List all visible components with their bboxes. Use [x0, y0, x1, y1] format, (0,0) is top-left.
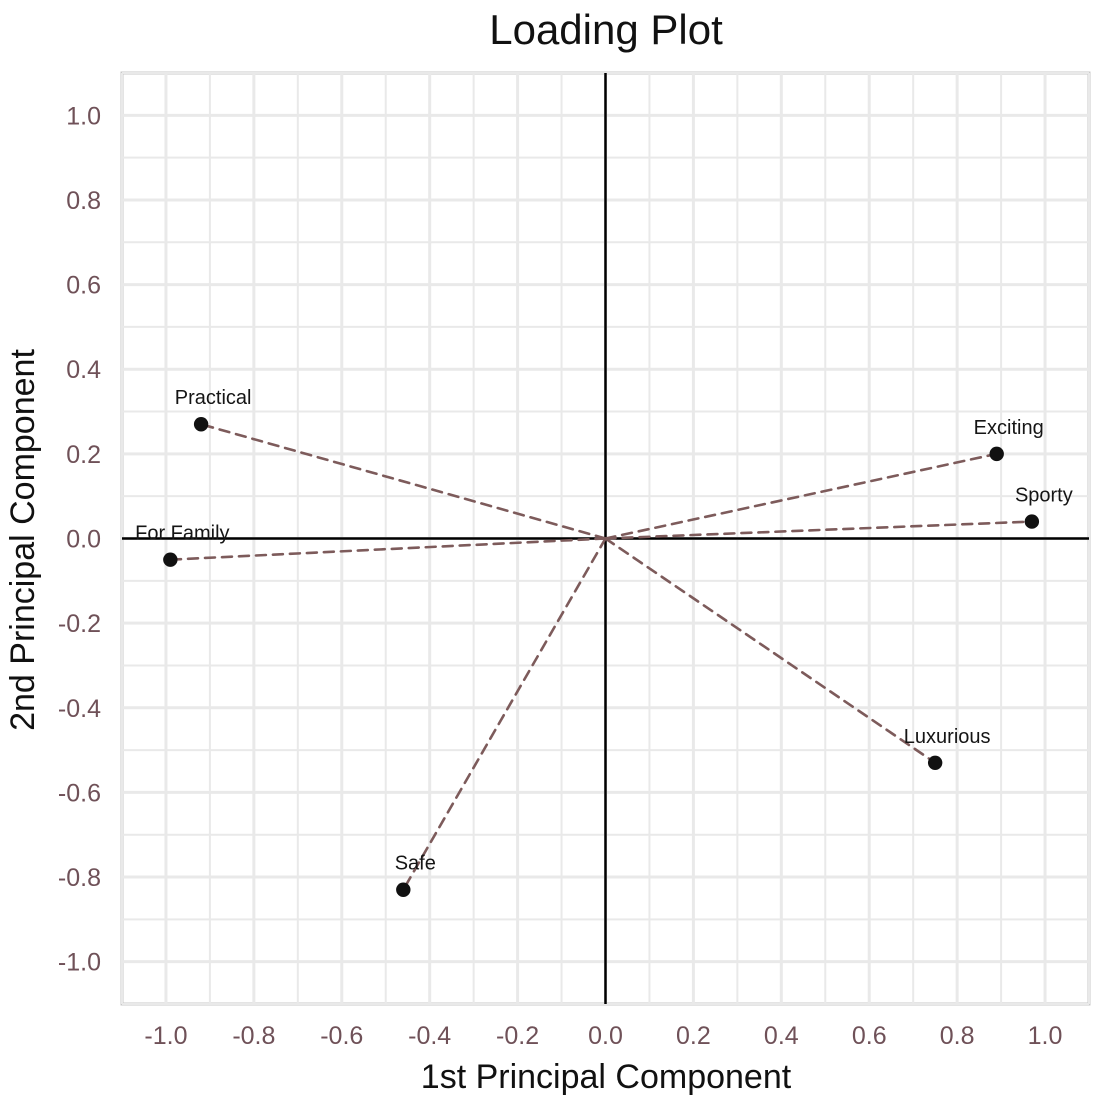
- x-axis-tick-label: -0.6: [320, 1022, 363, 1050]
- y-axis-tick-label: -0.4: [58, 695, 101, 723]
- x-axis-tick-label: 0.4: [764, 1022, 799, 1050]
- y-axis-tick-label: -0.2: [58, 610, 101, 638]
- y-axis-tick-label: 0.2: [66, 441, 101, 469]
- axes-layer: -1.0 -0.8 -0.6 -0.4 -0.2 0.0 0.2 0.4 0.6 0.8 1.0 1.…: [58, 73, 1089, 1050]
- y-axis-tick-label: 0.8: [66, 187, 101, 215]
- point-exciting: [989, 446, 1004, 462]
- y-axis-tick-label: 0.6: [66, 272, 101, 300]
- point-label-exciting: Exciting: [974, 417, 1044, 439]
- x-axis-tick-label: 0.6: [852, 1022, 887, 1050]
- vectors-layer: [169, 422, 1034, 892]
- x-axis-tick-label: 0.2: [676, 1022, 711, 1050]
- y-axis-tick-label: -0.8: [58, 864, 101, 892]
- point-label-for-family: For Family: [135, 523, 229, 545]
- labels-layer: Practical For Family Safe Exciting Sporty Lux…: [135, 387, 1073, 875]
- point-for-family: [163, 552, 178, 567]
- point-label-luxurious: Luxurious: [904, 726, 991, 748]
- y-axis-tick-label: 1.0: [66, 102, 101, 130]
- y-axis-title: 2nd Principal Component: [4, 349, 42, 731]
- vector-luxurious: [604, 537, 937, 765]
- y-axis-tick-label: 0.4: [66, 356, 101, 384]
- x-axis-tick-label: 1.0: [1028, 1022, 1063, 1050]
- x-axis-tick-label: -0.8: [232, 1022, 275, 1050]
- vector-sporty: [604, 520, 1034, 540]
- point-label-practical: Practical: [175, 387, 252, 409]
- vector-safe: [402, 537, 607, 892]
- vector-exciting: [604, 452, 998, 540]
- y-axis-tick-label: -1.0: [58, 949, 101, 977]
- y-axis-tick-label: -0.6: [58, 779, 101, 807]
- point-sporty: [1024, 514, 1040, 529]
- point-luxurious: [927, 755, 943, 770]
- y-axis-tick-label: 0.0: [66, 526, 101, 554]
- point-label-sporty: Sporty: [1015, 485, 1073, 507]
- x-axis-tick-label: 0.8: [940, 1022, 975, 1050]
- point-practical: [193, 417, 209, 432]
- x-axis-tick-label: -0.2: [496, 1022, 539, 1050]
- vector-practical: [199, 422, 607, 540]
- x-axis-tick-label: -0.4: [408, 1022, 451, 1050]
- x-axis-tick-label: -1.0: [144, 1022, 187, 1050]
- points-layer: [163, 417, 1040, 897]
- vector-for-family: [169, 537, 607, 561]
- point-safe: [396, 882, 411, 897]
- x-axis-title: 1st Principal Component: [421, 1058, 792, 1096]
- chart-title: Loading Plot: [489, 6, 723, 53]
- point-label-safe: Safe: [395, 853, 436, 875]
- x-axis-tick-label: 0.0: [588, 1022, 623, 1050]
